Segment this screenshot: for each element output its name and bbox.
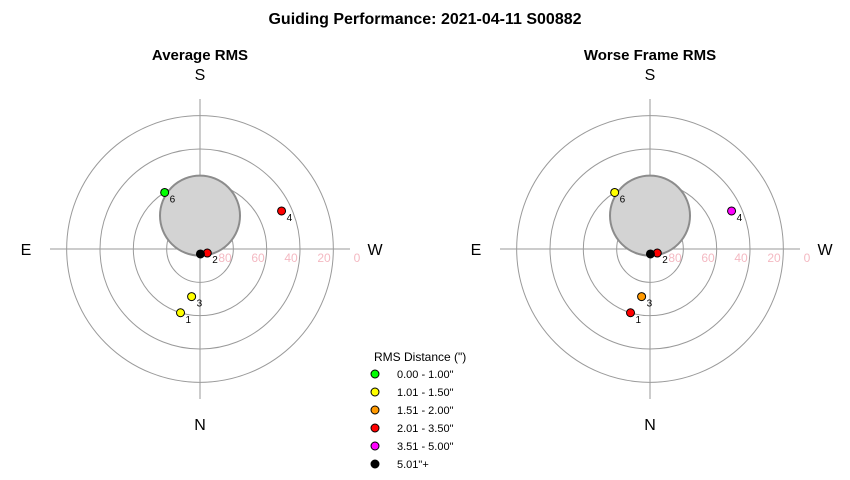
compass-north: N bbox=[644, 417, 656, 434]
altitude-tick-label: 60 bbox=[701, 251, 715, 265]
legend-label: 0.00 - 1.00" bbox=[397, 369, 454, 381]
point-label: 6 bbox=[620, 194, 626, 205]
altitude-tick-labels: 80 60 40 20 0 bbox=[668, 251, 810, 265]
legend-items: 0.00 - 1.00" 1.01 - 1.50" 1.51 - 2.00" 2.01… bbox=[370, 369, 454, 471]
point-label: 6 bbox=[170, 194, 176, 205]
legend-swatch bbox=[370, 441, 380, 451]
panel-title-average-rms: Average RMS bbox=[152, 47, 248, 64]
compass-north: N bbox=[194, 417, 206, 434]
guiding-point bbox=[277, 206, 287, 216]
point-label: 3 bbox=[197, 299, 203, 310]
point-label: 2 bbox=[212, 255, 218, 266]
panel-worse-frame-rms: Worse Frame RMS 80 60 40 20 0 S N E W 1 2 3 4 6 bbox=[471, 47, 834, 434]
legend-swatch bbox=[370, 459, 380, 469]
point-label: 1 bbox=[636, 315, 642, 326]
altitude-tick-label: 40 bbox=[734, 251, 748, 265]
altitude-tick-label: 20 bbox=[317, 251, 331, 265]
guiding-point bbox=[645, 249, 655, 259]
altitude-tick-label: 0 bbox=[354, 251, 361, 265]
altitude-tick-label: 0 bbox=[804, 251, 811, 265]
altitude-tick-label: 80 bbox=[668, 251, 682, 265]
panel-average-rms: Average RMS 80 60 40 20 0 S N E W 1 2 3 4 6 bbox=[21, 47, 384, 434]
compass-east: E bbox=[471, 242, 482, 259]
guiding-points: 1 2 3 4 6 bbox=[610, 187, 743, 326]
legend-label: 1.51 - 2.00" bbox=[397, 405, 454, 417]
altitude-tick-label: 80 bbox=[218, 251, 232, 265]
guiding-point bbox=[727, 206, 737, 216]
guiding-point bbox=[187, 292, 197, 302]
figure-title: Guiding Performance: 2021-04-11 S00882 bbox=[268, 11, 581, 28]
compass-east: E bbox=[21, 242, 32, 259]
compass-west: W bbox=[817, 242, 833, 259]
guiding-point bbox=[160, 187, 170, 197]
guiding-points: 1 2 3 4 6 bbox=[160, 187, 293, 326]
altitude-tick-label: 40 bbox=[284, 251, 298, 265]
guiding-point bbox=[637, 292, 647, 302]
moon-disc bbox=[159, 174, 241, 257]
guiding-point bbox=[176, 308, 186, 318]
rms-legend: RMS Distance (") 0.00 - 1.00" 1.01 - 1.50… bbox=[370, 350, 466, 471]
point-label: 3 bbox=[647, 299, 653, 310]
point-label: 4 bbox=[287, 213, 293, 224]
legend-swatch bbox=[370, 405, 380, 415]
legend-label: 2.01 - 3.50" bbox=[397, 423, 454, 435]
guiding-point bbox=[626, 308, 636, 318]
legend-swatch bbox=[370, 387, 380, 397]
compass-south: S bbox=[645, 67, 656, 84]
legend-swatch bbox=[370, 423, 380, 433]
legend-label: 5.01"+ bbox=[397, 459, 429, 471]
guiding-point bbox=[610, 187, 620, 197]
point-label: 2 bbox=[662, 255, 668, 266]
legend-swatch bbox=[370, 369, 380, 379]
moon-marker bbox=[159, 174, 241, 257]
legend-label: 3.51 - 5.00" bbox=[397, 441, 454, 453]
point-label: 1 bbox=[186, 315, 192, 326]
altitude-tick-label: 20 bbox=[767, 251, 781, 265]
guiding-point bbox=[195, 249, 205, 259]
point-label: 4 bbox=[737, 213, 743, 224]
moon-disc bbox=[609, 174, 691, 257]
compass-south: S bbox=[195, 67, 206, 84]
moon-marker bbox=[609, 174, 691, 257]
legend-label: 1.01 - 1.50" bbox=[397, 387, 454, 399]
panel-title-worse-frame-rms: Worse Frame RMS bbox=[584, 47, 716, 64]
altitude-tick-label: 60 bbox=[251, 251, 265, 265]
legend-title: RMS Distance (") bbox=[374, 350, 466, 364]
compass-west: W bbox=[367, 242, 383, 259]
altitude-tick-labels: 80 60 40 20 0 bbox=[218, 251, 360, 265]
